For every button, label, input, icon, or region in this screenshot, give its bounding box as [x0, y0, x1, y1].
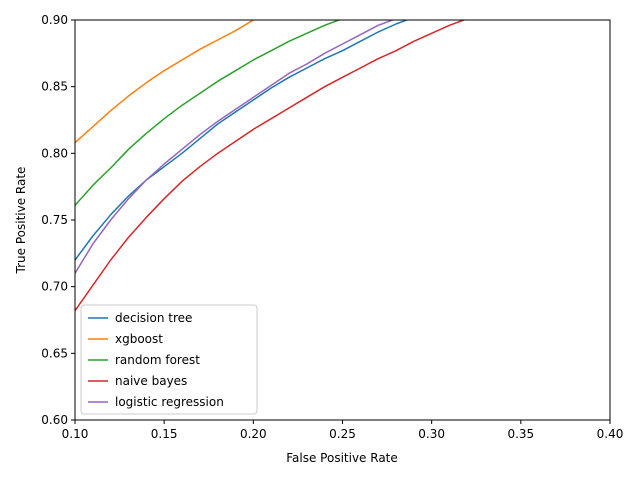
- x-tick-label: 0.15: [151, 427, 178, 441]
- x-tick-label: 0.25: [329, 427, 356, 441]
- x-axis-label: False Positive Rate: [286, 451, 398, 465]
- legend-label: random forest: [115, 353, 200, 367]
- y-axis-label: True Positive Rate: [14, 167, 28, 275]
- y-tick-label: 0.75: [41, 213, 68, 227]
- x-tick-label: 0.10: [62, 427, 89, 441]
- legend-box: [80, 304, 258, 415]
- legend: decision tree xgboost random forest naive b…: [80, 304, 258, 415]
- y-tick-label: 0.90: [41, 13, 68, 27]
- legend-label: decision tree: [115, 311, 192, 325]
- x-tick-label: 0.30: [418, 427, 445, 441]
- y-tick-label: 0.70: [41, 280, 68, 294]
- legend-label: xgboost: [115, 332, 163, 346]
- x-tick-label: 0.40: [597, 427, 624, 441]
- x-tick-label: 0.20: [240, 427, 267, 441]
- y-tick-label: 0.60: [41, 413, 68, 427]
- series-line-xgboost: [75, 20, 255, 144]
- legend-label: logistic regression: [115, 395, 224, 409]
- y-axis: 0.60 0.65 0.70 0.75 0.80 0.85 0.90: [41, 13, 75, 427]
- x-axis: 0.10 0.15 0.20 0.25 0.30 0.35 0.40: [62, 420, 624, 441]
- series-line-decision-tree: [75, 20, 409, 261]
- series-line-logistic-regression: [75, 20, 395, 274]
- series-line-naive-bayes: [75, 20, 466, 312]
- legend-label: naive bayes: [115, 374, 187, 388]
- y-tick-label: 0.80: [41, 146, 68, 160]
- series-layer: [75, 20, 466, 312]
- x-tick-label: 0.35: [507, 427, 534, 441]
- series-line-random-forest: [75, 20, 342, 206]
- y-tick-label: 0.65: [41, 346, 68, 360]
- y-tick-label: 0.85: [41, 80, 68, 94]
